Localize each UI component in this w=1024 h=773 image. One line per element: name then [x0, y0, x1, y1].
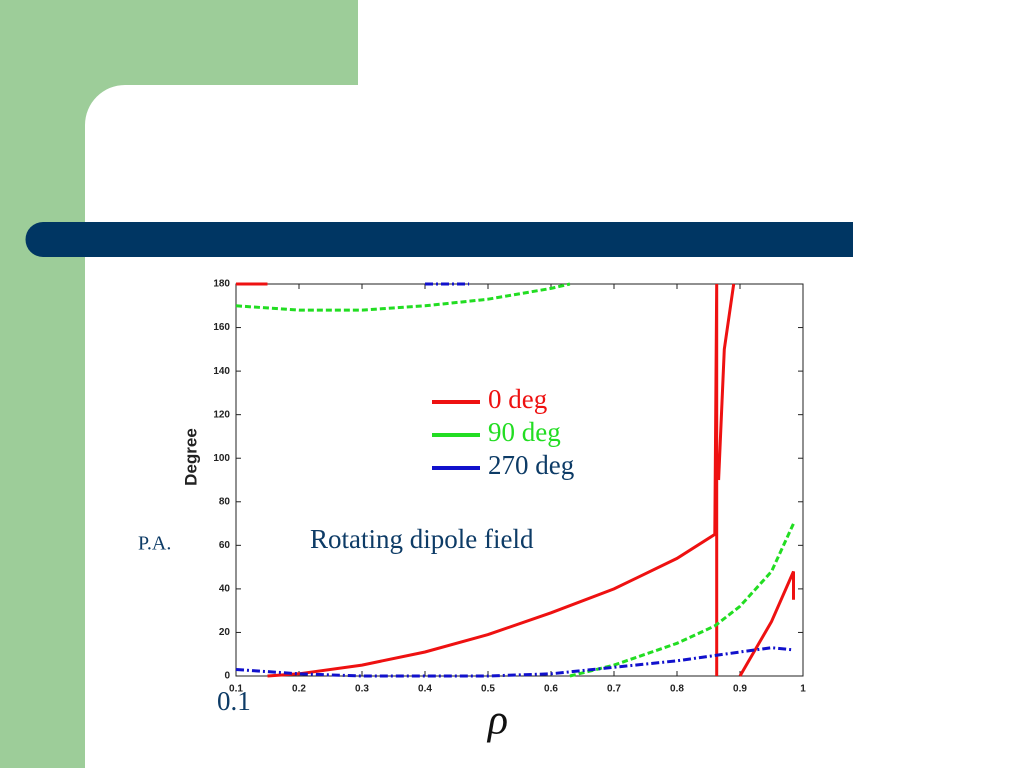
x-tick-label: 0.6: [544, 684, 558, 695]
legend-label: 90 deg: [488, 417, 561, 447]
y-tick-label: 0: [224, 671, 230, 682]
title-bar: [25, 222, 853, 257]
annotation: 0.1: [217, 686, 251, 716]
annotation: P.A.: [138, 533, 171, 555]
green-top-block: [0, 0, 358, 85]
y-tick-label: 80: [219, 496, 231, 507]
x-tick-label: 0.8: [670, 684, 684, 695]
y-tick-label: 180: [213, 279, 230, 290]
x-tick-label: 0.3: [355, 684, 369, 695]
x-tick-label: 1: [800, 684, 806, 695]
x-tick-label: 0.5: [481, 684, 495, 695]
y-tick-label: 160: [213, 322, 230, 333]
corner: [85, 85, 125, 125]
x-tick-label: 0.2: [292, 684, 306, 695]
legend-label: 270 deg: [488, 450, 574, 480]
x-tick-label: 0.4: [418, 684, 432, 695]
plot-frame: [235, 283, 804, 677]
series-line: [235, 282, 795, 678]
x-axis-label: ρ: [486, 698, 508, 744]
x-tick-label: 0.9: [733, 684, 747, 695]
green-sidebar: [0, 0, 85, 768]
y-tick-label: 40: [219, 584, 231, 595]
x-tick-label: 0.7: [607, 684, 621, 695]
y-tick-label: 100: [213, 453, 230, 464]
y-axis-label: Degree: [181, 428, 200, 486]
y-tick-label: 20: [219, 627, 231, 638]
y-tick-label: 120: [213, 409, 230, 420]
x-tick-label: 0.1: [229, 684, 243, 695]
series-line: [236, 282, 795, 678]
annotation: Rotating dipole field: [310, 524, 534, 554]
series-line: [235, 282, 794, 678]
y-tick-label: 140: [213, 366, 230, 377]
y-tick-label: 60: [219, 540, 231, 551]
legend-label: 0 deg: [488, 384, 547, 414]
